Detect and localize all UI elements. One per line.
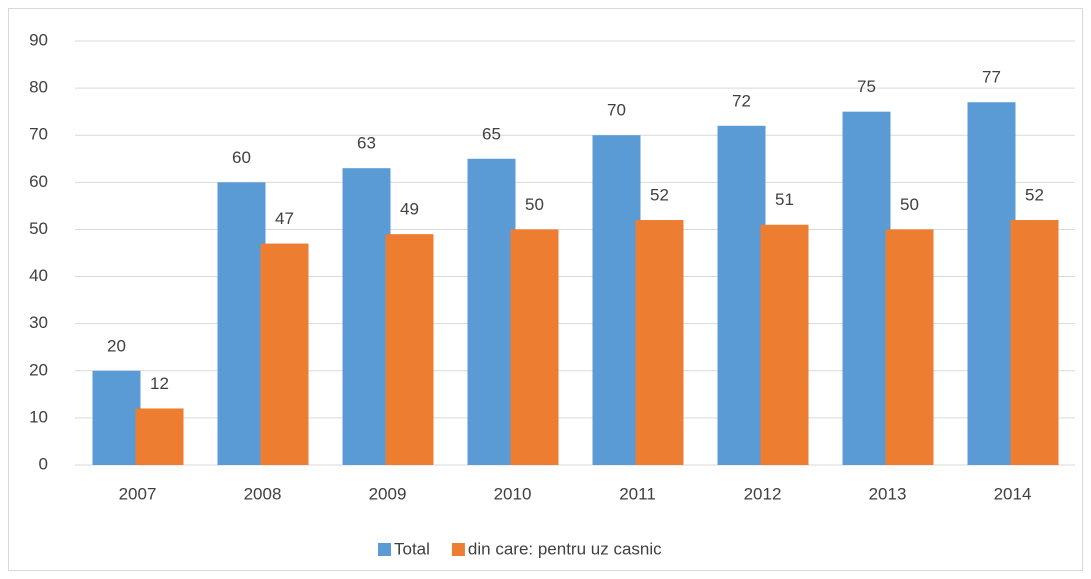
data-label: 47 [275,209,294,228]
bar [217,182,266,466]
bar [135,408,184,465]
data-label: 20 [107,336,126,355]
bar [885,229,934,465]
legend-swatch [378,543,391,556]
data-label: 60 [232,148,251,167]
legend-swatch [451,543,465,556]
bar [385,234,434,465]
bar [760,224,809,465]
data-label: 50 [525,195,544,214]
y-tick-label: 90 [29,30,48,49]
data-label: 12 [150,374,169,393]
x-tick-label: 2011 [619,484,656,503]
legend-label: din care: pentru uz casnic [468,539,662,558]
y-tick-label: 0 [39,454,48,473]
bar [717,125,766,466]
data-label: 70 [607,101,626,120]
y-tick-label: 60 [29,172,48,191]
bar [1010,220,1059,465]
y-tick-label: 10 [29,407,48,426]
x-tick-label: 2013 [869,484,907,503]
bar [510,229,559,465]
data-label: 52 [650,186,669,205]
data-label: 65 [482,124,501,143]
data-label: 63 [357,134,376,153]
x-tick-label: 2009 [369,484,407,503]
y-tick-label: 40 [29,266,48,285]
bar [635,220,684,465]
x-tick-label: 2012 [744,484,782,503]
data-label: 50 [900,195,919,214]
x-tick-label: 2007 [119,484,157,503]
bar [967,102,1016,465]
y-tick-label: 70 [29,125,48,144]
data-label: 51 [775,190,794,209]
bar [260,243,309,465]
data-label: 49 [400,200,419,219]
bar [92,370,141,465]
x-tick-label: 2014 [994,484,1032,503]
x-tick-label: 2008 [244,484,282,503]
y-tick-label: 80 [29,78,48,97]
bar [842,111,891,466]
x-tick-label: 2010 [494,484,532,503]
legend-label: Total [394,539,430,558]
bar [467,158,516,465]
y-tick-label: 20 [29,360,48,379]
data-label: 75 [857,77,876,96]
data-label: 72 [732,91,751,110]
data-label: 52 [1025,186,1044,205]
y-tick-label: 30 [29,313,48,332]
bar [592,135,641,465]
bar [342,168,391,465]
y-tick-label: 50 [29,219,48,238]
data-label: 77 [982,68,1001,87]
